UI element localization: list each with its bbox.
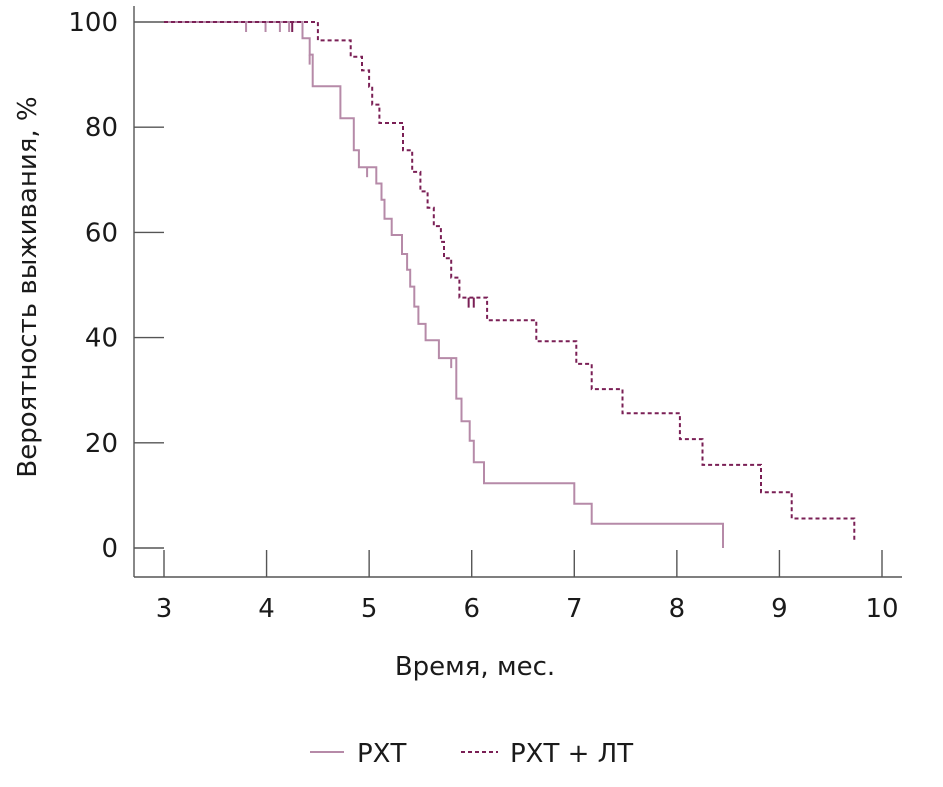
axes: [133, 6, 902, 578]
y-axis-title: Вероятность выживания, %: [13, 96, 43, 477]
legend: РХТ РХТ + ЛТ: [310, 739, 633, 769]
x-tick-label: 5: [361, 594, 378, 624]
x-tick-label: 9: [771, 594, 788, 624]
x-axis-title: Время, мес.: [395, 652, 555, 682]
y-tick-label: 0: [101, 534, 118, 564]
series-line-0: [164, 21, 724, 548]
y-tick-label: 60: [85, 218, 118, 248]
x-tick-label: 3: [156, 594, 173, 624]
x-tick-label: 10: [865, 594, 898, 624]
x-tick-label: 6: [463, 594, 480, 624]
x-tick-label: 4: [258, 594, 275, 624]
series-layer: [164, 21, 856, 548]
y-tick-label: 100: [68, 8, 118, 38]
legend-label-rxt-lt: РХТ + ЛТ: [510, 739, 633, 769]
x-tick-label: 8: [669, 594, 686, 624]
tick-layer: 0 20 40 60 80 100 3 4 5 6 7 8 9 10: [68, 8, 898, 624]
y-tick-label: 20: [85, 429, 118, 459]
x-tick-label: 7: [566, 594, 583, 624]
legend-label-rxt: РХТ: [357, 739, 406, 769]
y-tick-label: 80: [85, 113, 118, 143]
y-tick-label: 40: [85, 324, 118, 354]
series-line-1: [164, 21, 856, 542]
